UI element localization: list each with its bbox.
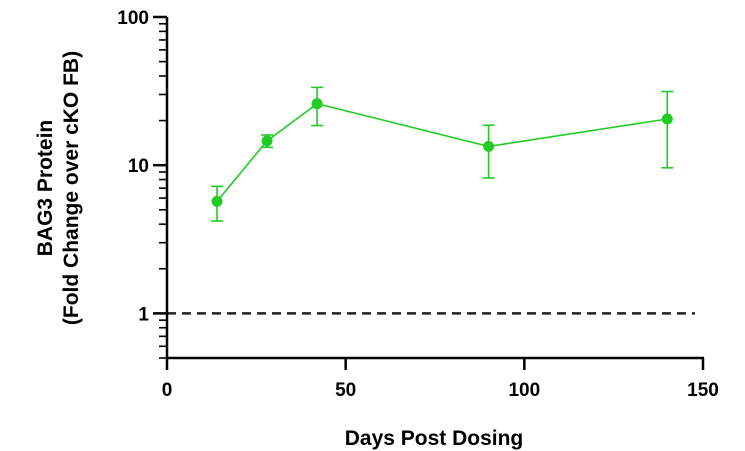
x-tick-label: 0 [162,380,173,401]
x-tick-label: 100 [508,380,540,401]
x-tick-label: 50 [335,380,356,401]
y-axis-title-line-1: BAG3 Protein [34,120,57,257]
data-point [261,135,273,147]
y-tick-label: 100 [117,8,149,29]
data-point [483,140,495,152]
data-point [311,98,323,110]
x-tick-label: 150 [687,380,719,401]
y-axis-title-line-2: (Fold Change over cKO FB) [60,51,83,325]
plot-area [167,86,695,315]
axes [153,15,705,370]
data-point [211,195,223,207]
x-axis-title: Days Post Dosing [345,427,524,450]
tick-labels: 1 10 100 0 50 100 150 [117,8,719,401]
data-point [661,113,673,125]
series-line [216,102,668,202]
y-tick-label: 10 [128,156,149,177]
y-tick-label: 1 [138,304,149,325]
